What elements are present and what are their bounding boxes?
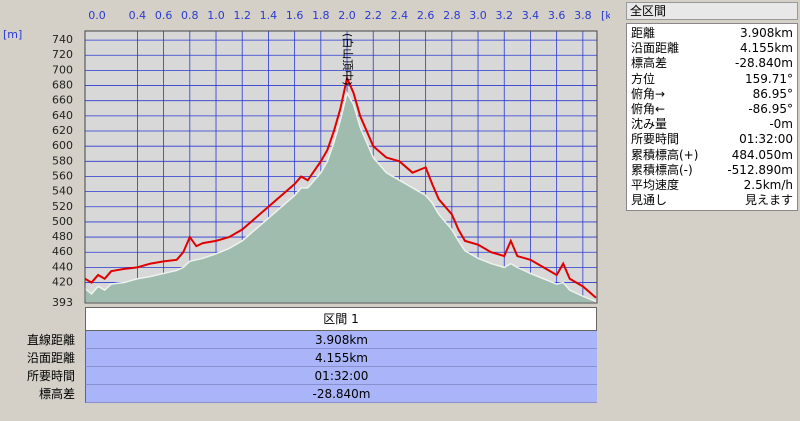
- panel-label: 距離: [631, 26, 656, 40]
- x-unit: [km]: [601, 9, 610, 22]
- panel-value: 01:32:00: [739, 132, 793, 147]
- y-tick-label: 700: [52, 63, 73, 76]
- panel-label: 見通し: [631, 193, 668, 208]
- panel-value: 159.71°: [745, 71, 793, 86]
- x-tick-label: 2.8: [443, 9, 461, 22]
- y-tick-label: 660: [52, 94, 73, 107]
- terrain-area: [84, 91, 597, 304]
- y-tick-label: 420: [52, 276, 73, 289]
- x-tick-label: 0.8: [181, 9, 199, 22]
- y-unit: [m]: [3, 28, 22, 41]
- annotation: (白山頂中): [341, 33, 355, 86]
- row-value: 01:32:00: [85, 367, 597, 385]
- x-tick-label: 0.4: [129, 9, 147, 22]
- panel-value: 3.908km: [740, 26, 793, 40]
- section-row: 直線距離 3.908km: [0, 331, 598, 349]
- x-tick-label: 2.4: [391, 9, 409, 22]
- x-tick-label: 3.0: [469, 9, 487, 22]
- y-tick-label: 460: [52, 245, 73, 258]
- x-tick-label: 1.2: [233, 9, 251, 22]
- panel-row: 所要時間 01:32:00: [631, 132, 793, 147]
- x-tick-label: 3.6: [548, 9, 566, 22]
- panel-value: -0m: [769, 117, 793, 132]
- panel-row: 沿面距離 4.155km: [631, 41, 793, 56]
- section-row: 所要時間 01:32:00: [0, 367, 598, 385]
- section-row: 標高差 -28.840m: [0, 385, 598, 403]
- y-tick-label: 580: [52, 154, 73, 167]
- panel-row: 累積標高(-) -512.890m: [631, 163, 793, 178]
- panel-value: -512.890m: [727, 162, 793, 177]
- panel-row: 見通し 見えます: [631, 193, 793, 208]
- y-tick-label: 393: [52, 296, 73, 306]
- panel-label: 標高差: [631, 56, 668, 71]
- section-row: 沿面距離 4.155km: [0, 349, 598, 367]
- x-tick-label: 3.8: [574, 9, 592, 22]
- x-tick-label: 0.0: [88, 9, 106, 22]
- x-tick-label: 2.2: [364, 9, 382, 22]
- y-tick-label: 680: [52, 79, 73, 92]
- x-tick-label: 1.6: [286, 9, 304, 22]
- x-tick-label: 0.6: [155, 9, 173, 22]
- panel-value: 4.155km: [740, 41, 793, 56]
- panel-row: 俯角← -86.95°: [631, 102, 793, 117]
- y-tick-label: 740: [52, 33, 73, 46]
- y-tick-label: 440: [52, 260, 73, 273]
- row-value: 3.908km: [85, 331, 597, 349]
- row-label: 所要時間: [26, 369, 75, 383]
- summary-panel: 全区間 距離 3.908km 沿面距離 4.155km 標高差 -28.840m 方位 159…: [626, 2, 798, 212]
- plot-frame: [84, 30, 598, 304]
- panel-value: -86.95°: [748, 101, 793, 116]
- section-table: 区間 1 直線距離 3.908km 沿面距離 4.155km 所要時間 01:32:00 標…: [0, 307, 598, 403]
- y-tick-label: 640: [52, 109, 73, 122]
- y-tick-label: 540: [52, 185, 73, 198]
- x-tick-label: 1.0: [207, 9, 225, 22]
- panel-label: 累積標高(+): [631, 147, 699, 162]
- x-tick-label: 2.0: [338, 9, 356, 22]
- panel-box: 距離 3.908km 沿面距離 4.155km 標高差 -28.840m 方位 159.71°…: [626, 23, 798, 212]
- panel-label: 所要時間: [631, 132, 680, 147]
- row-value: 4.155km: [85, 349, 597, 367]
- panel-row: 方位 159.71°: [631, 72, 793, 87]
- panel-label: 方位: [631, 71, 656, 86]
- section-header: 区間 1: [85, 307, 597, 331]
- panel-row: 平均速度 2.5km/h: [631, 178, 793, 193]
- panel-value: 2.5km/h: [743, 177, 793, 192]
- y-tick-label: 560: [52, 169, 73, 182]
- panel-row: 俯角→ 86.95°: [631, 87, 793, 102]
- panel-title: 全区間: [626, 2, 798, 20]
- row-label: 標高差: [38, 387, 75, 401]
- panel-label: 累積標高(-): [631, 162, 693, 177]
- panel-value: 見えます: [744, 193, 793, 208]
- row-label: 直線距離: [26, 333, 75, 347]
- row-label: 沿面距離: [26, 351, 75, 365]
- x-tick-label: 2.6: [417, 9, 435, 22]
- panel-value: 484.050m: [731, 147, 793, 162]
- panel-label: 俯角→: [631, 86, 666, 101]
- elevation-line: [84, 74, 597, 299]
- row-value: -28.840m: [85, 385, 597, 403]
- x-tick-label: 1.4: [260, 9, 278, 22]
- panel-label: 沿面距離: [631, 41, 680, 56]
- panel-row: 累積標高(+) 484.050m: [631, 148, 793, 163]
- panel-label: 平均速度: [631, 177, 680, 192]
- y-tick-label: 500: [52, 215, 73, 228]
- panel-label: 沈み量: [631, 117, 668, 132]
- y-tick-label: 620: [52, 124, 73, 137]
- panel-row: 距離 3.908km: [631, 26, 793, 41]
- x-tick-label: 3.2: [495, 9, 513, 22]
- y-tick-label: 480: [52, 230, 73, 243]
- panel-row: 沈み量 -0m: [631, 117, 793, 132]
- panel-row: 標高差 -28.840m: [631, 56, 793, 71]
- x-tick-label: 1.8: [312, 9, 330, 22]
- panel-value: -28.840m: [734, 56, 793, 71]
- chart: [m] [km] 393 420 440 460 480 500 520 540 560 580 6…: [3, 9, 610, 306]
- panel-value: 86.95°: [752, 86, 793, 101]
- y-tick-label: 600: [52, 139, 73, 152]
- y-tick-label: 720: [52, 48, 73, 61]
- x-tick-label: 3.4: [522, 9, 540, 22]
- panel-label: 俯角←: [631, 101, 666, 116]
- y-tick-label: 520: [52, 200, 73, 213]
